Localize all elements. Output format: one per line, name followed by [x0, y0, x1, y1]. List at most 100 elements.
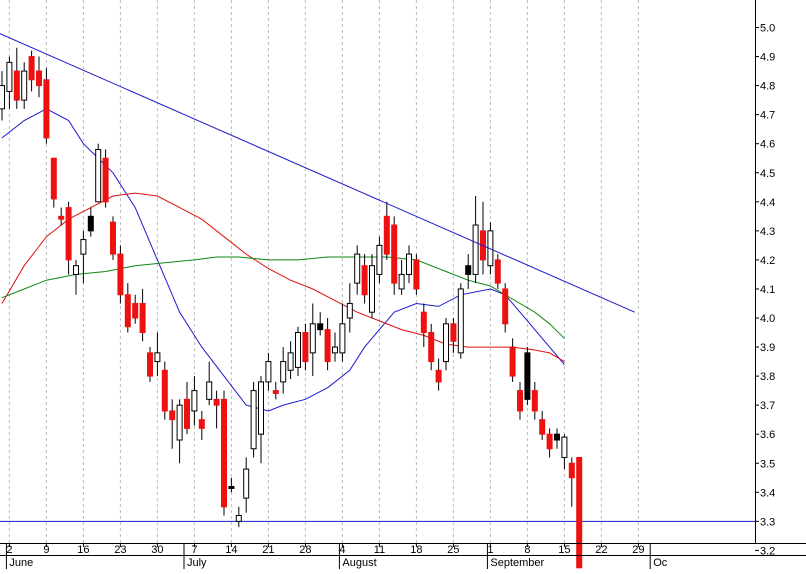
candle-body	[465, 265, 472, 275]
trendline-layer	[0, 33, 635, 313]
candle	[302, 323, 309, 371]
y-tick-label: 3.8	[760, 371, 775, 383]
candle-body	[265, 361, 272, 383]
candle-body	[161, 369, 168, 412]
candle	[524, 347, 531, 406]
candle-body	[169, 410, 176, 421]
candle	[398, 259, 405, 295]
month-label: July	[187, 557, 207, 569]
candle	[235, 506, 242, 528]
candle	[346, 283, 353, 333]
x-tick-label: 15	[558, 544, 570, 556]
candle-body	[398, 273, 405, 290]
candle	[517, 381, 523, 420]
candle	[198, 410, 205, 441]
candle-body	[346, 302, 353, 319]
candle	[280, 347, 287, 394]
candle-body	[124, 294, 131, 328]
candle-body	[339, 323, 346, 354]
candle	[546, 428, 553, 458]
candle	[213, 390, 220, 429]
candle-body	[228, 485, 235, 489]
candle	[435, 358, 442, 391]
x-tick-label: 7	[191, 544, 197, 556]
candle-body	[502, 288, 509, 325]
candle	[480, 201, 486, 275]
candle-body	[450, 323, 457, 342]
y-tick-label: 4.8	[760, 81, 775, 93]
month-label: September	[490, 557, 544, 569]
candle-body	[110, 221, 116, 255]
candle	[272, 381, 279, 400]
x-tick-label: 28	[299, 544, 311, 556]
candle	[258, 376, 264, 464]
candle	[568, 457, 575, 507]
x-tick-label: 25	[447, 544, 459, 556]
candle	[494, 254, 501, 289]
candle-body	[369, 265, 375, 313]
x-tick-label: 21	[262, 544, 274, 556]
y-tick-label: 4.2	[760, 255, 775, 267]
y-tick-label: 3.9	[760, 342, 775, 354]
candle-body	[80, 239, 87, 255]
candle	[509, 338, 516, 382]
candle	[73, 259, 79, 295]
candle-body	[250, 390, 257, 450]
candle-body	[443, 323, 449, 363]
candle-body	[509, 346, 516, 377]
candle	[420, 303, 427, 348]
candle	[43, 68, 50, 144]
candle-body	[413, 259, 420, 290]
candle	[95, 143, 102, 203]
candle	[391, 216, 398, 295]
candle	[317, 312, 324, 336]
candle	[332, 332, 338, 362]
candle	[369, 254, 375, 318]
candle-body	[531, 390, 538, 412]
candle-body	[420, 311, 427, 334]
candle-body	[198, 419, 205, 429]
candle	[13, 47, 20, 109]
candle-body	[494, 259, 501, 284]
candle	[154, 332, 161, 377]
candle	[21, 62, 28, 109]
candle-body	[6, 61, 13, 92]
candle-body	[383, 215, 390, 255]
candle-body	[95, 149, 102, 203]
candle	[206, 361, 213, 406]
x-tick-label: 1	[487, 544, 493, 556]
x-tick-label: 29	[632, 544, 644, 556]
month-label: August	[342, 557, 376, 569]
x-tick-label: 30	[151, 544, 163, 556]
y-tick-label: 4.1	[760, 284, 775, 296]
candle-body	[324, 329, 331, 363]
y-tick-label: 4.4	[760, 197, 775, 209]
candle-body	[87, 215, 94, 232]
y-tick-label: 5.0	[760, 23, 775, 35]
x-tick-label: 14	[225, 544, 237, 556]
candle-body	[376, 244, 383, 275]
candle	[169, 399, 176, 449]
candle	[376, 236, 383, 284]
candle-body	[280, 361, 287, 383]
candle-body	[546, 433, 553, 450]
candle	[28, 50, 35, 92]
candle	[472, 195, 479, 284]
candle-body	[13, 70, 20, 101]
candle-body	[50, 157, 57, 200]
candle-body	[332, 346, 338, 354]
candle-body	[132, 302, 139, 319]
candle	[124, 283, 131, 333]
candle-body	[21, 70, 28, 101]
candle-body	[73, 265, 79, 275]
candle-body	[517, 390, 523, 412]
y-tick-label: 3.5	[760, 458, 775, 470]
candle-body	[554, 433, 560, 441]
candle	[117, 245, 124, 304]
month-label: June	[9, 557, 33, 569]
x-tick-label: 16	[77, 544, 89, 556]
candle	[576, 456, 583, 569]
candle	[110, 216, 116, 260]
candle-body	[65, 207, 72, 261]
